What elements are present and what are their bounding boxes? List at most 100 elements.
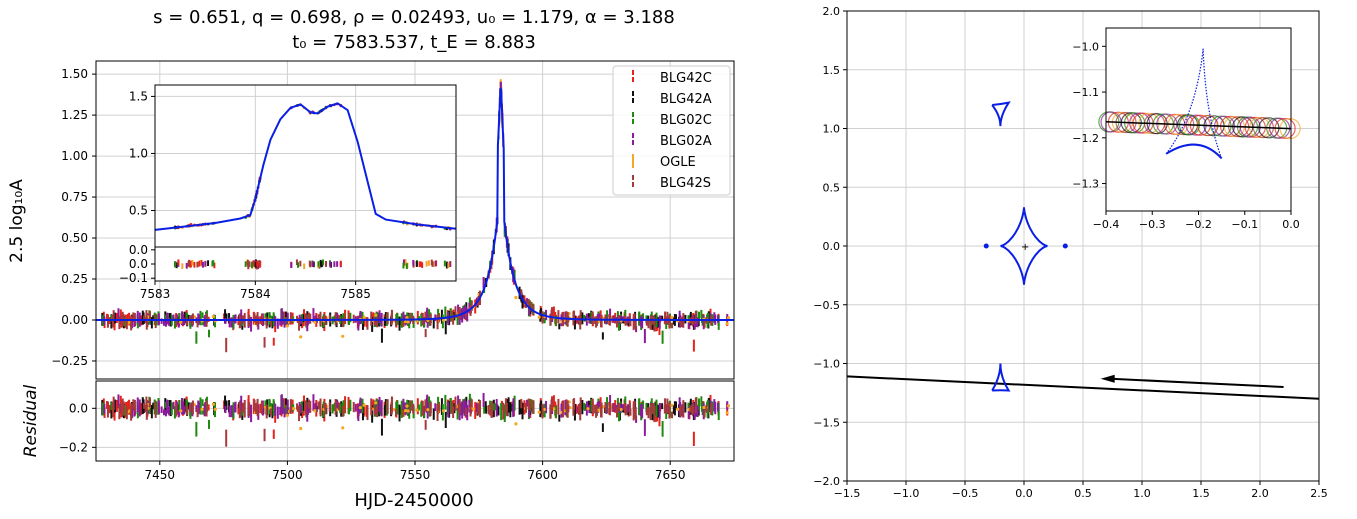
legend-label: OGLE bbox=[660, 155, 696, 170]
residual-point bbox=[406, 409, 410, 413]
inset-caustic-left bbox=[1165, 48, 1204, 155]
residual-point bbox=[670, 403, 674, 408]
residual-point bbox=[285, 413, 289, 418]
residual-point bbox=[179, 409, 183, 413]
residual-point bbox=[676, 407, 680, 411]
residual-xticks: 7450 7500 7550 7600 7650 bbox=[145, 461, 685, 482]
data-point bbox=[362, 315, 366, 319]
x-tick-label: 7450 bbox=[145, 468, 176, 482]
residual-point bbox=[415, 408, 419, 412]
direction-arrow-head bbox=[1100, 374, 1115, 383]
inset-residual-data bbox=[174, 258, 452, 270]
central-caustic bbox=[1000, 207, 1048, 285]
residual-point bbox=[726, 404, 731, 408]
y-tick-label: −1.0 bbox=[813, 358, 840, 371]
xaxis-label: HJD-2450000 bbox=[354, 490, 473, 511]
x-tick-label: 7583 bbox=[140, 287, 171, 301]
residual-point bbox=[358, 406, 362, 410]
lower-planetary-caustic bbox=[991, 363, 1011, 392]
data-point bbox=[404, 319, 408, 324]
x-tick-label: −1.0 bbox=[893, 487, 920, 500]
legend-items: BLG42C BLG42A BLG02C BLG02A OGLE BLG42S bbox=[632, 70, 712, 191]
y-tick-label: 0.0 bbox=[129, 243, 148, 257]
x-tick-label: 7500 bbox=[272, 468, 303, 482]
center-cross: + bbox=[1021, 242, 1029, 253]
x-tick-label: 2.0 bbox=[1251, 487, 1269, 500]
y-tick-label: −1.1 bbox=[1072, 86, 1099, 99]
caustic-ticks: −1.5 −1.0 −0.5 0.0 0.5 1.0 1.5 2.0 2.5 2.0 1.5 1.0 0… bbox=[813, 5, 1327, 500]
data-point bbox=[211, 314, 215, 319]
residual-point bbox=[313, 409, 317, 413]
y-tick-label: 2.0 bbox=[823, 5, 841, 18]
data-point bbox=[285, 324, 289, 328]
y-tick-label: −0.1 bbox=[119, 271, 148, 285]
y-tick-label: −0.5 bbox=[813, 299, 840, 312]
residual-point bbox=[441, 409, 446, 413]
chart-title-line2: t₀ = 7583.537, t_E = 8.883 bbox=[292, 32, 536, 53]
legend: BLG42C BLG42A BLG02C BLG02A OGLE BLG42S bbox=[612, 65, 731, 196]
residual-point bbox=[586, 407, 590, 411]
data-point bbox=[726, 316, 731, 320]
legend-box bbox=[612, 65, 731, 196]
y-tick-label: −0.2 bbox=[59, 440, 88, 454]
residual-point bbox=[200, 407, 204, 411]
y-tick-label: −1.5 bbox=[813, 416, 840, 429]
x-tick-label: −0.5 bbox=[952, 487, 979, 500]
caustic-panel: + −1.5 −1.0 −0.5 0.0 0.5 1.0 1.5 2.0 2.5 2.0 1.5 1.… bbox=[813, 5, 1327, 500]
x-tick-label: 7584 bbox=[240, 287, 271, 301]
data-point bbox=[406, 320, 410, 324]
legend-label: BLG42S bbox=[660, 176, 711, 191]
x-tick-label: −0.2 bbox=[1185, 218, 1212, 231]
legend-label: BLG02C bbox=[660, 113, 712, 128]
y-tick-label: 0.0 bbox=[129, 257, 148, 271]
residual-point bbox=[299, 426, 303, 431]
lightcurve-model-line bbox=[96, 87, 734, 321]
y-tick-label: 1.50 bbox=[61, 67, 88, 81]
x-tick-label: −0.4 bbox=[1093, 218, 1120, 231]
data-point bbox=[725, 322, 729, 326]
residual-point bbox=[341, 426, 345, 430]
data-point bbox=[299, 335, 303, 339]
residual-grid bbox=[96, 381, 734, 461]
caustic-inset-shapes bbox=[1098, 48, 1301, 160]
x-tick-label: 0.0 bbox=[1015, 487, 1033, 500]
direction-arrow-shaft bbox=[1110, 377, 1284, 388]
y-tick-label: −1.0 bbox=[1072, 40, 1099, 53]
x-tick-label: 0.5 bbox=[1074, 487, 1092, 500]
inset-model-line bbox=[154, 102, 457, 231]
y-tick-label: −2.0 bbox=[813, 475, 840, 488]
chart-title-line1: s = 0.651, q = 0.698, ρ = 0.02493, u₀ = … bbox=[153, 7, 675, 28]
data-point bbox=[537, 315, 541, 319]
x-tick-label: 1.5 bbox=[1192, 487, 1210, 500]
residual-panel: 0.0 −0.2 7450 7500 7550 7600 7650 Residual HJ… bbox=[21, 380, 735, 511]
lens-position-marker bbox=[1062, 243, 1068, 249]
y-tick-label: 1.25 bbox=[61, 108, 88, 122]
data-point bbox=[670, 315, 674, 320]
lightcurve-frame bbox=[95, 60, 735, 380]
y-tick-label: 1.5 bbox=[129, 89, 148, 103]
inset-trajectory-line bbox=[1105, 121, 1292, 130]
y-tick-label: −0.25 bbox=[51, 354, 88, 368]
data-point bbox=[341, 334, 345, 338]
residual-point bbox=[702, 405, 706, 410]
lightcurve-yticks: 1.50 1.25 1.00 0.75 0.50 0.25 0.00 −0.25 bbox=[51, 67, 96, 368]
residual-ylabel: Residual bbox=[21, 384, 41, 457]
legend-label: BLG42A bbox=[660, 92, 712, 107]
y-tick-label: 0.0 bbox=[69, 401, 88, 415]
y-tick-label: 0.0 bbox=[823, 240, 841, 253]
y-tick-label: −1.3 bbox=[1072, 178, 1099, 191]
data-point bbox=[179, 320, 183, 324]
y-tick-label: −1.2 bbox=[1072, 132, 1099, 145]
x-tick-label: 7585 bbox=[340, 287, 371, 301]
residual-point bbox=[213, 407, 217, 411]
lightcurve-ylabel: 2.5 log₁₀A bbox=[7, 179, 27, 263]
residual-point bbox=[426, 408, 430, 412]
data-point bbox=[374, 313, 378, 317]
upper-planetary-caustic bbox=[991, 101, 1011, 127]
data-point bbox=[313, 320, 317, 324]
residual-point bbox=[725, 411, 729, 415]
x-tick-label: 7600 bbox=[527, 468, 558, 482]
residual-point bbox=[514, 422, 518, 426]
x-tick-label: 7550 bbox=[400, 468, 431, 482]
